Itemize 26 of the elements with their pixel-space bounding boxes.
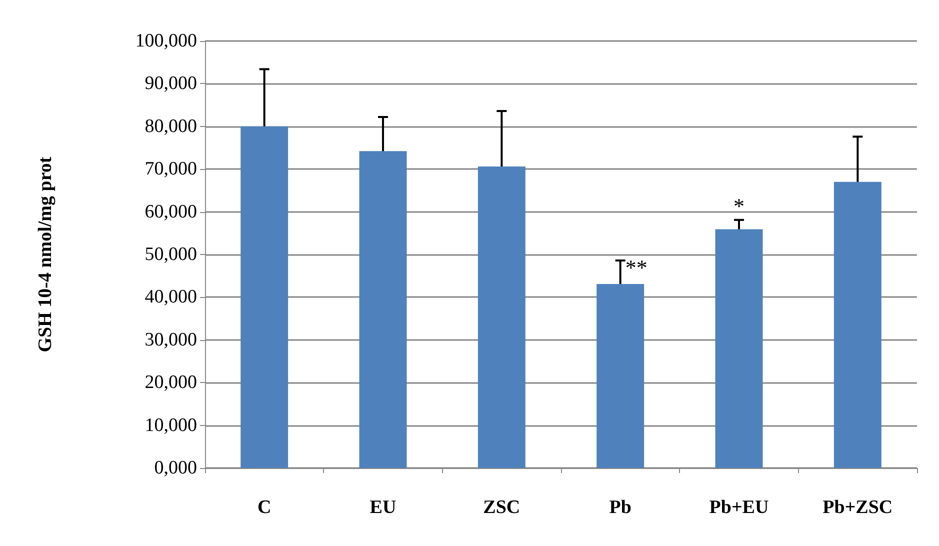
- bar: [834, 182, 882, 468]
- y-tick-label: 30,000: [144, 329, 197, 350]
- x-tick-label: ZSC: [483, 497, 520, 518]
- bar: [359, 151, 407, 468]
- y-tick-label: 0,000: [154, 458, 197, 478]
- bar: [240, 126, 288, 468]
- y-tick-label: 90,000: [144, 73, 197, 94]
- bar: [596, 284, 644, 468]
- y-tick-label: 80,000: [144, 116, 197, 137]
- y-tick-label: 20,000: [144, 372, 197, 394]
- y-tick-label: 70,000: [144, 158, 197, 180]
- x-tick-label: Pb: [609, 497, 632, 518]
- y-axis-title: GSH 10-4 nmol/mg prot: [35, 156, 56, 352]
- annotation: **: [625, 254, 648, 280]
- x-tick-label: C: [257, 497, 272, 518]
- y-tick-label: 60,000: [144, 201, 197, 222]
- y-tick-label: 50,000: [144, 244, 197, 265]
- annotation: *: [734, 193, 744, 218]
- y-tick-label: 100,000: [135, 30, 197, 52]
- y-tick-label: 40,000: [144, 286, 197, 308]
- x-tick-label: EU: [370, 497, 396, 518]
- bar: [478, 166, 526, 468]
- y-tick-label: 10,000: [144, 414, 197, 436]
- x-tick-label: Pb+ZSC: [822, 497, 893, 518]
- x-tick-label: Pb+EU: [709, 497, 769, 518]
- bar: [715, 229, 763, 468]
